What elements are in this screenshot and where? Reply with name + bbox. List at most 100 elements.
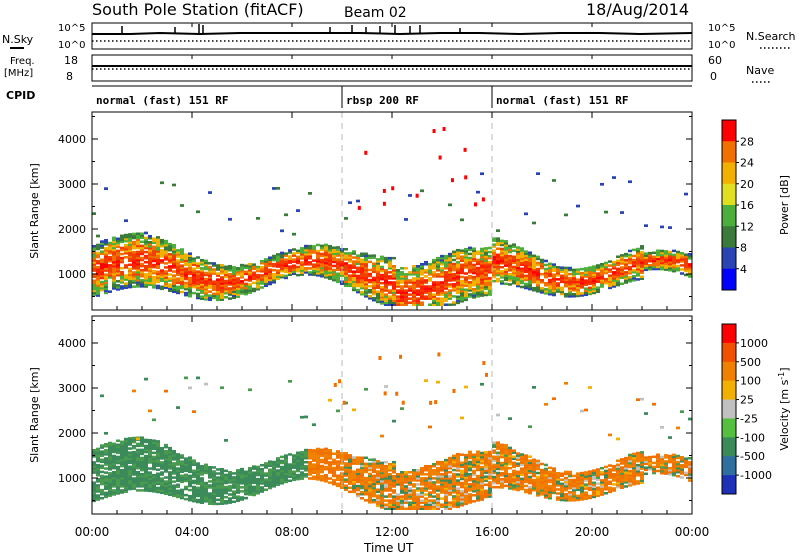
range-cell (252, 263, 256, 266)
range-cell (228, 470, 232, 474)
range-cell (528, 489, 532, 493)
range-cell (600, 489, 604, 492)
range-cell (416, 265, 420, 268)
range-cell (256, 269, 260, 273)
range-cell (188, 278, 192, 282)
range-cell (200, 269, 204, 272)
range-cell (588, 482, 592, 486)
range-cell (396, 505, 400, 508)
range-cell (320, 450, 324, 454)
range-cell (416, 479, 420, 482)
range-cell (176, 269, 180, 272)
range-cell (436, 460, 440, 464)
range-cell (100, 446, 104, 449)
range-cell (232, 296, 236, 300)
range-cell (400, 281, 404, 284)
range-cell (604, 277, 608, 281)
range-cell (644, 262, 648, 266)
range-cell (300, 263, 304, 266)
range-cell (576, 280, 580, 284)
range-cell (448, 487, 452, 490)
range-cell (332, 250, 336, 254)
range-cell (316, 243, 320, 247)
range-cell (640, 245, 644, 248)
range-cell (404, 293, 408, 296)
range-cell (192, 269, 196, 273)
range-cell (224, 289, 228, 293)
range-cell (228, 293, 232, 296)
range-cell (596, 490, 600, 494)
range-cell (156, 274, 160, 278)
range-cell (176, 291, 180, 295)
range-cell (536, 475, 540, 479)
range-cell (468, 495, 472, 498)
range-cell (196, 468, 200, 471)
range-cell (496, 253, 500, 257)
range-cell (532, 278, 536, 282)
range-cell (656, 267, 660, 271)
range-cell (412, 267, 416, 270)
range-cell (236, 277, 240, 280)
range-cell (264, 478, 268, 481)
range-cell (412, 489, 416, 492)
range-cell (120, 470, 124, 474)
range-cell (196, 464, 200, 467)
range-cell (500, 251, 504, 255)
range-cell (120, 287, 124, 290)
range-cell (460, 267, 464, 271)
range-cell (112, 485, 116, 488)
range-cell (356, 282, 360, 286)
range-cell (620, 460, 624, 463)
range-cell (172, 492, 176, 496)
range-cell (300, 453, 304, 456)
range-cell (104, 275, 108, 278)
range-cell (152, 484, 156, 487)
range-cell (256, 288, 260, 291)
noise-right-tick-bottom: 10^0 (708, 40, 735, 51)
range-cell (184, 269, 188, 273)
range-cell (348, 476, 352, 479)
range-cell (120, 456, 124, 460)
range-cell (556, 267, 560, 271)
range-cell (180, 492, 184, 496)
range-cell (160, 255, 164, 258)
range-cell (92, 261, 96, 264)
range-cell (144, 473, 148, 476)
range-cell (360, 272, 364, 276)
range-cell (480, 484, 484, 487)
range-cell (464, 298, 468, 302)
range-cell (516, 454, 520, 457)
range-cell (256, 473, 260, 477)
range-cell (556, 471, 560, 475)
range-cell (100, 474, 104, 478)
range-cell (176, 279, 180, 283)
range-cell (440, 256, 444, 260)
range-cell (468, 256, 472, 260)
range-cell (604, 265, 608, 269)
range-cell (636, 480, 640, 483)
range-cell (148, 255, 152, 258)
range-cell (284, 260, 288, 263)
range-cell (132, 440, 136, 444)
range-cell (400, 279, 404, 282)
range-cell (272, 460, 276, 464)
range-cell (512, 275, 516, 279)
range-cell (156, 276, 160, 280)
range-cell (400, 295, 404, 298)
range-cell (184, 467, 188, 471)
range-cell (568, 493, 572, 496)
range-cell (332, 462, 336, 466)
range-cell (156, 286, 160, 290)
range-cell (548, 266, 552, 270)
range-cell (452, 503, 456, 506)
range-cell (288, 257, 292, 260)
range-cell (392, 277, 396, 280)
range-cell (448, 491, 452, 494)
range-cell (280, 455, 284, 459)
range-cell (408, 507, 412, 510)
range-cell (360, 464, 364, 468)
range-cell (652, 461, 656, 465)
range-cell (236, 479, 240, 482)
range-cell (120, 275, 124, 278)
range-cell (428, 487, 432, 490)
